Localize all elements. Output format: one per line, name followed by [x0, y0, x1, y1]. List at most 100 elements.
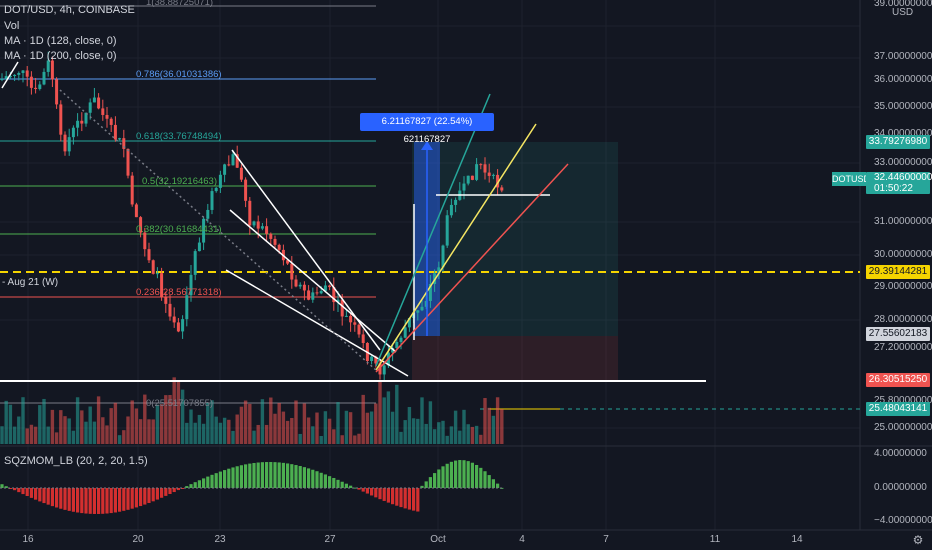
time-tick: 7	[603, 534, 609, 545]
time-tick: 23	[214, 534, 226, 545]
candle-body	[189, 274, 193, 296]
volume-bar	[390, 411, 395, 444]
volume-bar	[437, 422, 441, 444]
momentum-bar	[382, 488, 386, 501]
momentum-bar	[378, 488, 382, 500]
sqzmom-label[interactable]: SQZMOM_LB (20, 2, 20, 1.5)	[4, 455, 148, 467]
volume-bar	[239, 406, 244, 444]
volume-bar	[33, 426, 38, 444]
vol-indicator-label[interactable]: Vol	[4, 20, 20, 32]
candle-body	[25, 70, 29, 77]
volume-bar	[159, 404, 164, 444]
green-level-tag: 25.48043141	[866, 402, 930, 416]
candle-body	[67, 137, 71, 152]
volume-bar	[46, 426, 50, 444]
candle-body	[181, 319, 185, 332]
candle-body	[34, 87, 38, 89]
candle-body	[370, 356, 374, 362]
volume-bar	[105, 425, 109, 444]
volume-bar	[248, 403, 252, 444]
volume-bar	[80, 410, 84, 444]
candle-body	[416, 310, 420, 313]
momentum-bar	[25, 488, 29, 496]
volume-bar	[222, 417, 227, 444]
momentum-bar	[109, 488, 113, 514]
volume-bar	[235, 414, 239, 444]
volume-bar	[428, 401, 433, 444]
candle-body	[231, 154, 235, 166]
price-tick: 35.00000000	[874, 101, 932, 112]
ma128-label[interactable]: MA · 1D (128, close, 0)	[4, 35, 117, 47]
momentum-bar	[63, 488, 67, 510]
volume-bar	[382, 397, 386, 444]
momentum-bar	[395, 488, 399, 506]
momentum-bar	[479, 467, 483, 488]
dashed-level-tag: 29.39144281	[866, 265, 930, 279]
momentum-bar	[344, 483, 348, 488]
weekly-level-label: - Aug 21 (W)	[2, 277, 59, 288]
momentum-bar	[223, 470, 227, 488]
candle-body	[151, 260, 155, 274]
momentum-bar	[239, 465, 243, 488]
bar-countdown: 01:50:22	[874, 183, 913, 194]
candle-body	[475, 164, 479, 180]
ma200-label[interactable]: MA · 1D (200, close, 0)	[4, 50, 117, 62]
volume-bar	[147, 419, 151, 444]
candle-body	[391, 348, 395, 353]
momentum-bar	[466, 461, 470, 488]
currency-label[interactable]: USD	[892, 7, 914, 18]
candle-body	[353, 322, 357, 325]
volume-bar	[164, 395, 168, 444]
volume-bar	[487, 407, 491, 444]
candle-body	[470, 175, 474, 180]
momentum-bar	[130, 488, 134, 509]
candle-body	[340, 299, 344, 317]
volume-bar	[21, 397, 25, 444]
candle-body	[0, 78, 4, 80]
time-tick: 14	[791, 534, 803, 545]
volume-bar	[172, 377, 176, 444]
fib-label-0382: 0.382(30.61684431)	[136, 224, 222, 235]
volume-bar	[462, 409, 466, 444]
volume-bar	[143, 394, 147, 444]
current-price: 32.44600000	[874, 172, 932, 183]
volume-bar	[483, 398, 487, 444]
volume-bar	[416, 418, 420, 444]
momentum-bar	[164, 488, 168, 496]
candle-body	[449, 204, 453, 216]
symbol-title[interactable]: DOT/USD, 4h, COINBASE	[4, 4, 135, 16]
momentum-bar	[483, 471, 487, 488]
momentum-bar	[265, 462, 269, 488]
chart-settings-button[interactable]: ⚙	[912, 533, 924, 547]
candle-body	[332, 287, 336, 303]
candle-body	[160, 273, 164, 297]
volume-bar	[59, 410, 63, 444]
volume-bar	[420, 397, 424, 444]
momentum-bar	[88, 488, 92, 514]
candle-body	[361, 334, 365, 343]
volume-bar	[332, 429, 336, 444]
volume-bar	[101, 417, 105, 444]
candle-body	[29, 76, 33, 88]
candle-body	[168, 303, 172, 317]
momentum-bar	[46, 488, 50, 505]
momentum-bar	[34, 488, 38, 500]
momentum-bar	[181, 488, 185, 489]
volume-bar	[210, 400, 214, 444]
candle-body	[21, 70, 25, 74]
volume-bar	[407, 407, 412, 444]
volume-bar	[369, 411, 374, 444]
momentum-bar	[353, 487, 357, 489]
volume-bar	[466, 424, 470, 444]
candle-body	[118, 138, 122, 140]
candle-body	[8, 76, 12, 78]
volume-bar	[323, 411, 328, 444]
volume-bar	[256, 424, 260, 444]
volume-bar	[71, 430, 76, 444]
momentum-bar	[147, 488, 151, 503]
volume-bar	[218, 422, 223, 444]
volume-bar	[206, 402, 210, 444]
candle-body	[357, 324, 361, 335]
momentum-bar	[332, 477, 336, 488]
